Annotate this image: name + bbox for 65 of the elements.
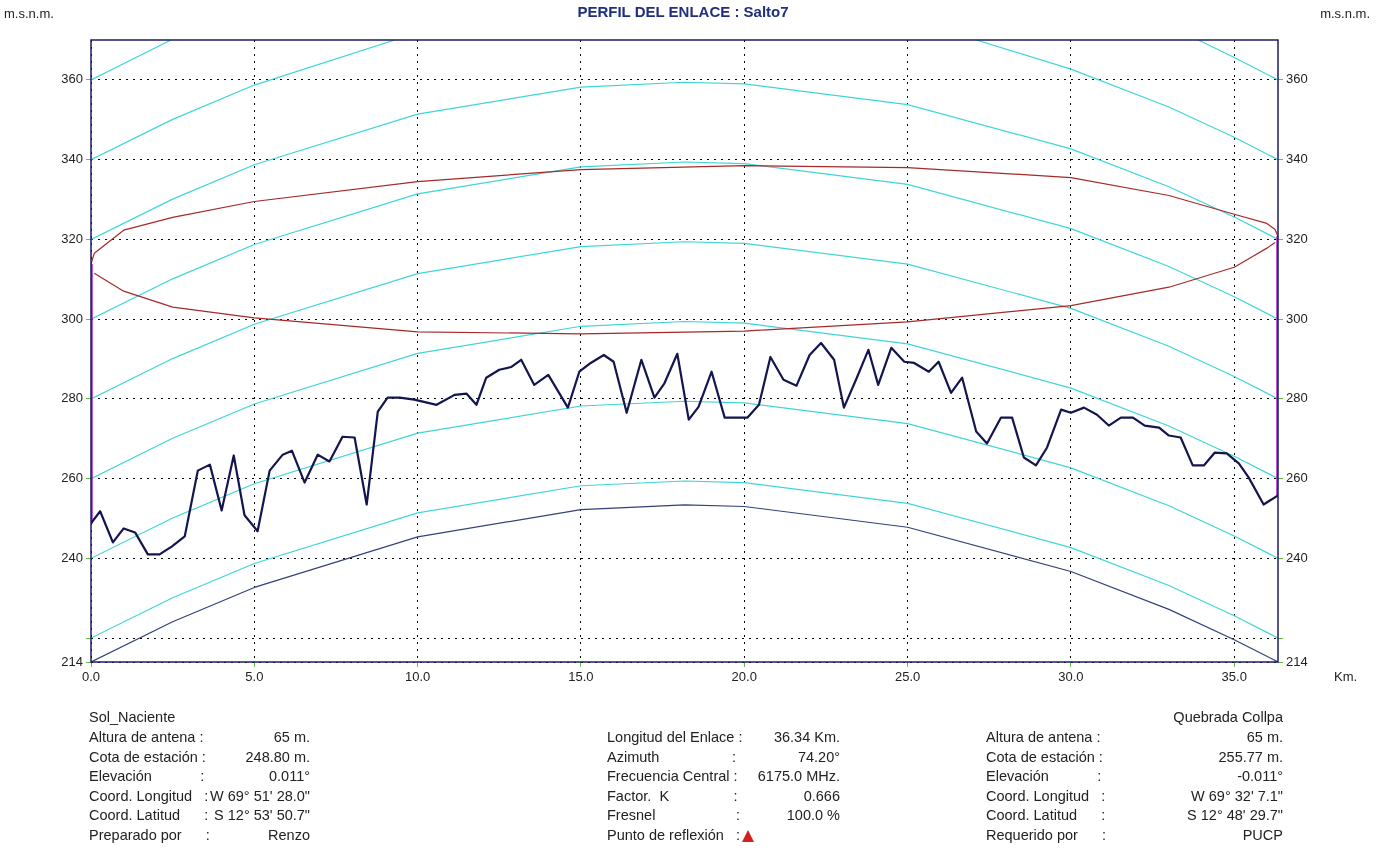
y-tick-label: 340 xyxy=(61,151,83,167)
text: W 69° 51' 28.0" xyxy=(210,787,310,805)
text: 74.20° xyxy=(797,748,840,766)
x-tick-label: 10.0 xyxy=(404,669,431,685)
text: Fresnel : xyxy=(607,807,740,825)
x-tick-label: 25.0 xyxy=(894,669,921,685)
text: Factor. K : xyxy=(607,787,738,805)
text: Altura de antena : xyxy=(89,729,204,746)
y2-tick-label: 280 xyxy=(1286,390,1308,406)
y2-tick-label: 260 xyxy=(1286,470,1308,486)
x-tick-label: 15.0 xyxy=(568,669,594,685)
text: Sol_Naciente xyxy=(89,709,176,726)
text: Altura de antena : xyxy=(986,729,1101,746)
text: Requerido por : xyxy=(986,827,1107,844)
text: Cota de estación : xyxy=(986,748,1103,766)
text: 255.77 m. xyxy=(1218,748,1283,766)
text: S 12° 53' 50.7" xyxy=(214,807,310,825)
text: Elevación : xyxy=(986,768,1102,786)
text: Cota de estación : xyxy=(89,748,206,766)
y-tick-label: 360 xyxy=(61,71,83,87)
x-tick-label: 35.0 xyxy=(1221,669,1247,685)
x-tick-label: 5.0 xyxy=(245,669,264,685)
y-tick-label: 260 xyxy=(61,470,83,486)
text: 36.34 Km. xyxy=(773,729,840,746)
y2-tick-label: 300 xyxy=(1286,310,1308,326)
y2-tick-label: 340 xyxy=(1286,151,1308,167)
text: 0.011° xyxy=(268,768,310,786)
y2-tick-label: 360 xyxy=(1286,71,1308,87)
y2-tick-label: 214 xyxy=(1286,653,1308,669)
text: Preparado por : xyxy=(89,827,210,844)
text: 248.80 m. xyxy=(245,748,310,766)
text: 6175.0 MHz. xyxy=(757,768,840,786)
text: PUCP xyxy=(1242,827,1283,844)
text: -0.011° xyxy=(1237,768,1283,786)
text: 0.666 xyxy=(803,787,840,805)
chart-title: PERFIL DEL ENLACE : Salto7 xyxy=(577,3,789,21)
text: Longitud del Enlace : xyxy=(607,729,743,746)
y2-axis-title: m.s.n.m. xyxy=(1320,5,1370,21)
y2-tick-label: 240 xyxy=(1286,549,1308,565)
text: Coord. Latitud : xyxy=(986,807,1106,825)
y-tick-label: 300 xyxy=(61,310,83,326)
text: Frecuencia Central : xyxy=(607,768,738,786)
x-tick-label: 20.0 xyxy=(731,669,757,685)
text: Azimuth : xyxy=(607,748,736,766)
y-tick-label: 280 xyxy=(61,390,83,406)
y-tick-label: 214 xyxy=(61,653,83,669)
text: Punto de reflexión : xyxy=(607,827,740,844)
y-axis-title: m.s.n.m. xyxy=(4,5,54,21)
text: S 12° 48' 29.7" xyxy=(1187,807,1283,825)
y-tick-label: 240 xyxy=(61,549,83,565)
text: Coord. Latitud : xyxy=(89,807,209,825)
text: Renzo xyxy=(268,827,310,844)
text: W 69° 32' 7.1" xyxy=(1191,787,1283,805)
text: Elevación : xyxy=(89,768,205,786)
text: Quebrada Collpa xyxy=(1173,709,1283,726)
y2-tick-label: 320 xyxy=(1286,230,1308,246)
x-axis-title: Km. xyxy=(1334,668,1358,684)
text: Coord. Longitud : xyxy=(986,787,1106,805)
x-tick-label: 0.0 xyxy=(81,669,101,685)
y-tick-label: 320 xyxy=(61,230,83,246)
text: 65 m. xyxy=(1246,729,1283,746)
text: 100.0 % xyxy=(786,807,840,825)
x-tick-label: 30.0 xyxy=(1058,669,1084,685)
text: 65 m. xyxy=(273,729,310,746)
text: Coord. Longitud : xyxy=(89,787,209,805)
